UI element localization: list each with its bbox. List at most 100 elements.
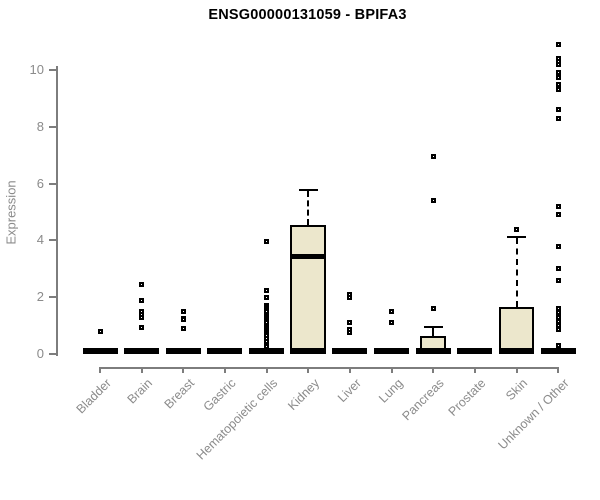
x-tick-label: Prostate (446, 376, 489, 419)
x-axis-tick (390, 367, 393, 373)
zero-bar (207, 348, 243, 354)
x-tick-label: Kidney (285, 376, 323, 413)
outlier-point (347, 294, 353, 300)
zero-bar (499, 348, 535, 354)
outlier-point (264, 294, 270, 300)
chart-title: ENSG00000131059 - BPIFA3 (208, 7, 407, 23)
y-axis-tick (49, 353, 56, 355)
x-axis-tick (223, 367, 226, 373)
outlier-point (555, 115, 561, 121)
outlier-point (555, 342, 561, 348)
y-tick-label: 6 (36, 175, 44, 191)
outlier-point (555, 310, 561, 316)
x-axis-tick (99, 367, 101, 373)
outlier-point (555, 323, 561, 329)
y-axis-tick (49, 296, 56, 299)
outlier-point (180, 325, 186, 331)
x-axis-tick (473, 367, 476, 373)
y-tick-label: 4 (36, 232, 44, 248)
x-tick-label: Liver (334, 376, 364, 406)
box (499, 307, 535, 354)
outlier-point (347, 330, 353, 336)
x-axis-tick (307, 367, 310, 373)
outlier-point (97, 328, 103, 334)
y-tick-label: 0 (36, 346, 44, 361)
outlier-point (139, 314, 145, 320)
upper-whisker (515, 237, 518, 308)
outlier-point (180, 317, 186, 323)
outlier-point (389, 320, 395, 326)
outlier-point (555, 74, 561, 80)
outlier-point (139, 281, 145, 287)
outlier-point (555, 277, 561, 283)
outlier-point (430, 198, 436, 204)
y-tick-label: 2 (36, 289, 44, 305)
zero-bar (124, 348, 160, 354)
zero-bar (374, 348, 410, 354)
zero-bar (165, 348, 201, 354)
outlier-point (264, 287, 270, 293)
x-tick-label: Pancreas (399, 376, 448, 424)
y-axis-tick (49, 239, 56, 242)
outlier-point (555, 243, 561, 249)
median-line (290, 254, 327, 260)
outlier-point (264, 239, 270, 245)
outlier-point (555, 327, 561, 333)
y-axis-tick (49, 125, 56, 128)
y-axis-line (56, 66, 58, 356)
outlier-point (555, 266, 561, 272)
outlier-point (555, 41, 561, 47)
box (290, 224, 327, 354)
outlier-point (180, 308, 186, 314)
outlier-point (389, 308, 395, 314)
whisker-cap (423, 326, 443, 329)
x-axis-tick (182, 367, 185, 373)
zero-bar (540, 348, 576, 354)
outlier-point (430, 306, 436, 312)
x-tick-label: Bladder (73, 376, 114, 417)
zero-bar (82, 348, 118, 354)
outlier-point (139, 324, 145, 330)
x-tick-label: Gastric (200, 376, 239, 414)
outlier-point (555, 70, 561, 76)
outlier-point (555, 318, 561, 324)
y-axis-tick (49, 69, 56, 71)
x-tick-label: Skin (503, 376, 531, 404)
y-tick-label: 8 (36, 118, 44, 134)
x-axis-tick (140, 367, 143, 373)
upper-whisker (432, 328, 435, 336)
x-axis-tick (432, 367, 435, 373)
zero-bar (249, 348, 285, 354)
outlier-point (514, 226, 520, 232)
outlier-point (139, 297, 145, 303)
x-axis-tick (348, 367, 351, 373)
x-tick-label: Breast (161, 376, 198, 412)
outlier-point (555, 61, 561, 67)
outlier-point (555, 314, 561, 320)
outlier-point (555, 87, 561, 93)
zero-bar (457, 348, 493, 354)
whisker-cap (507, 235, 527, 238)
zero-bar (415, 348, 451, 354)
whisker-cap (298, 188, 318, 191)
x-axis-line (99, 367, 559, 369)
outlier-point (555, 203, 561, 209)
zero-bar (290, 348, 326, 354)
y-tick-label: 10 (29, 62, 44, 77)
y-axis-tick (49, 182, 56, 185)
x-tick-label: Lung (375, 376, 406, 406)
outlier-point (264, 343, 270, 349)
x-tick-label: Hematopoietic cells (193, 376, 281, 463)
upper-whisker (307, 190, 310, 225)
outlier-point (555, 306, 561, 312)
y-axis-label: Expression (3, 180, 19, 245)
x-tick-label: Brain (125, 376, 156, 407)
zero-bar (332, 348, 368, 354)
outlier-point (430, 154, 436, 160)
x-axis-tick (557, 367, 560, 373)
outlier-point (555, 107, 561, 113)
outlier-point (555, 212, 561, 218)
outlier-point (347, 320, 353, 326)
x-axis-tick (515, 367, 518, 373)
